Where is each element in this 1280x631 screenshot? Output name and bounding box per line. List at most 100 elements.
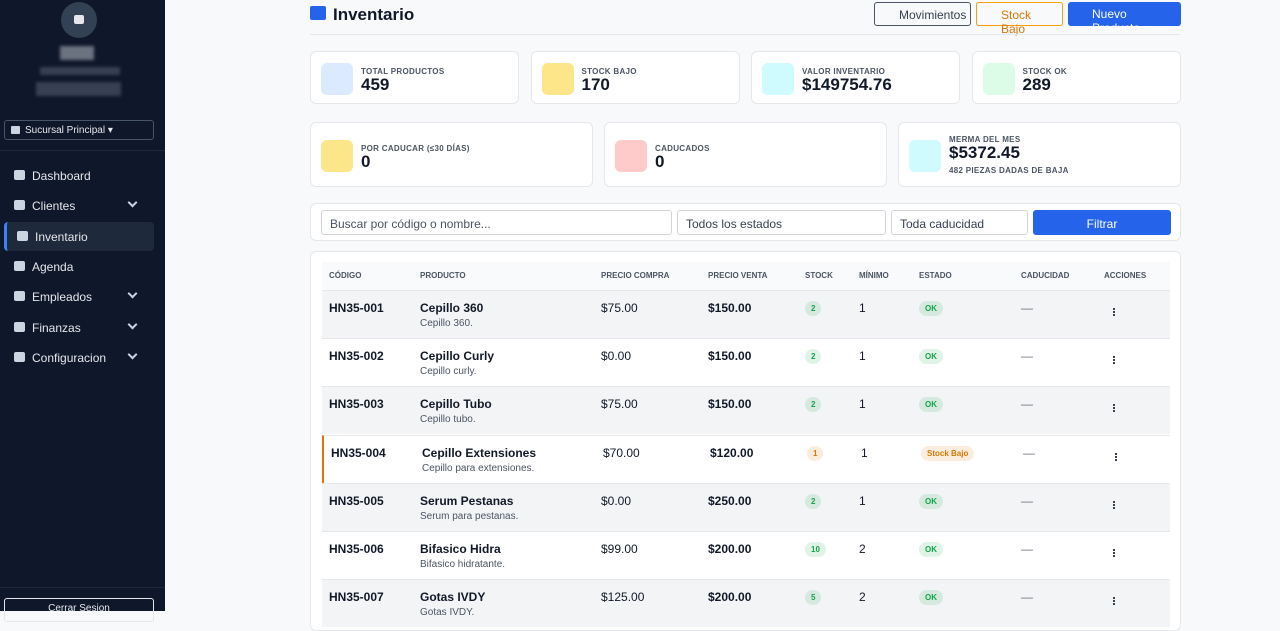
menu-item[interactable]: Dashboard [4, 161, 154, 190]
filter-button[interactable]: Filtrar [1033, 210, 1171, 235]
column-header: STOCK [805, 271, 833, 280]
product-name: Bifasico Hidra [420, 542, 501, 556]
stat-label: VALOR INVENTARIO [802, 66, 886, 76]
menu-icon [17, 230, 28, 241]
product-name: Serum Pestanas [420, 493, 514, 508]
stat-value: 289 [1022, 74, 1051, 94]
actions-menu[interactable] [1113, 500, 1115, 509]
stat-icon [321, 62, 353, 95]
menu-item[interactable]: Empleados [4, 282, 154, 311]
menu-icon [14, 321, 25, 332]
column-header: PRECIO COMPRA [601, 271, 670, 280]
stat-card: STOCK OK 289 [971, 51, 1181, 104]
expiry: — [1021, 542, 1033, 556]
column-header: CÓDIGO [329, 271, 362, 280]
stat-value: 0 [361, 151, 371, 171]
stat-value: $149754.76 [802, 74, 892, 94]
menu-item[interactable]: Configuracion [4, 343, 154, 372]
search-input[interactable]: Buscar por código o nombre... [321, 210, 672, 235]
blurred-email [40, 67, 120, 75]
menu-icon [14, 351, 25, 362]
menu-label: Clientes [32, 199, 76, 214]
actions-menu[interactable] [1113, 356, 1115, 365]
stock-badge: 2 [805, 397, 822, 413]
menu-label: Empleados [32, 290, 93, 305]
status-badge: OK [919, 493, 943, 509]
actions-menu[interactable] [1115, 452, 1117, 461]
stat-label: STOCK OK [1022, 66, 1067, 76]
buy-price: $75.00 [601, 397, 638, 412]
menu-item[interactable]: Finanzas [4, 313, 154, 342]
minimum: 1 [859, 397, 866, 412]
product-name: Cepillo Extensiones [422, 445, 537, 460]
menu-item[interactable]: Clientes [4, 191, 154, 220]
stock-badge: 5 [805, 590, 822, 606]
main: Inventario Movimientos Stock Bajo Nuevo … [165, 0, 1280, 631]
product-desc: Cepillo tubo. [420, 414, 476, 426]
branch: Sucursal Principal [25, 125, 106, 136]
stat-value: 459 [361, 74, 390, 94]
stat-note: 482 PIEZAS DADAS DE BAJA [949, 165, 1069, 175]
column-header: PRODUCTO [420, 271, 466, 280]
status-badge: OK [919, 349, 943, 365]
table-row: HN35-007 Gotas IVDY Gotas IVDY. $125.00 $200… [322, 579, 1170, 628]
code: HN35-006 [329, 542, 384, 556]
logout-button[interactable]: Cerrar Sesion [4, 598, 154, 622]
movements-button[interactable]: Movimientos [874, 2, 971, 26]
expiry: — [1021, 397, 1033, 412]
menu-item[interactable]: Agenda [4, 252, 154, 281]
column-header: PRECIO VENTA [708, 271, 768, 280]
actions-menu[interactable] [1113, 549, 1115, 557]
stat-label: CADUCADOS [655, 143, 710, 153]
stat-label: TOTAL PRODUCTOS [361, 66, 445, 76]
stat-card: CADUCADOS 0 [604, 122, 887, 187]
stat-card: TOTAL PRODUCTOS 459 [310, 51, 519, 104]
stat-value: $5372.45 [949, 142, 1020, 162]
product-desc: Bifasico hidratante. [420, 559, 506, 570]
code: HN35-001 [329, 301, 384, 315]
stock-badge: 2 [805, 301, 822, 316]
sell-price: $200.00 [708, 590, 752, 605]
sell-price: $200.00 [708, 542, 752, 556]
stat-label: POR CADUCAR (≤30 DÍAS) [361, 143, 470, 153]
buy-price: $75.00 [601, 301, 638, 315]
sell-price: $120.00 [710, 445, 754, 460]
page-title: Inventario [333, 5, 415, 24]
menu-item[interactable]: Inventario [4, 221, 154, 251]
placeholder: Buscar por código o nombre... [330, 217, 491, 231]
product-name: Cepillo 360 [420, 301, 484, 315]
minimum: 1 [861, 445, 868, 460]
title-icon [310, 6, 326, 20]
menu-icon [14, 200, 25, 211]
new-product-button[interactable]: Nuevo Producto [1068, 2, 1181, 35]
actions-menu[interactable] [1113, 308, 1115, 316]
status-select[interactable]: Todos los estados [677, 210, 886, 235]
product-desc: Serum para pestanas. [420, 510, 519, 522]
column-header: ESTADO [919, 271, 952, 280]
buy-price: $99.00 [601, 542, 638, 556]
minimum: 2 [859, 542, 866, 556]
menu-label: Dashboard [32, 169, 91, 183]
expiry: — [1021, 301, 1033, 315]
button-label: Stock Bajo [1001, 8, 1032, 36]
menu-label: Inventario [35, 229, 88, 244]
low-stock-button[interactable]: Stock Bajo [976, 2, 1063, 36]
actions-menu[interactable] [1113, 404, 1115, 413]
minimum: 1 [859, 301, 866, 315]
expiry: — [1021, 349, 1033, 364]
table: CÓDIGO PRODUCTO PRECIO COMPRA PRECIO VENTA S… [310, 251, 1181, 631]
code: HN35-005 [329, 493, 384, 508]
buy-price: $125.00 [601, 590, 645, 605]
stock-badge: 1 [807, 445, 824, 461]
buy-price: $0.00 [601, 493, 632, 508]
expiry-select[interactable]: Toda caducidad [891, 210, 1028, 235]
select-label: Toda caducidad [900, 217, 985, 231]
menu-label: Configuracion [32, 350, 107, 365]
column-header: CADUCIDAD [1021, 271, 1070, 280]
stat-card: MERMA DEL MES $5372.45 482 PIEZAS DADAS DE… [898, 122, 1181, 187]
column-header: ACCIONES [1104, 271, 1147, 280]
table-row: HN35-006 Bifasico Hidra Bifasico hidratant… [322, 531, 1170, 579]
actions-menu[interactable] [1113, 597, 1115, 606]
branch-select[interactable]: Sucursal Principal ▾ [4, 120, 154, 140]
stock-badge: 2 [805, 493, 822, 509]
